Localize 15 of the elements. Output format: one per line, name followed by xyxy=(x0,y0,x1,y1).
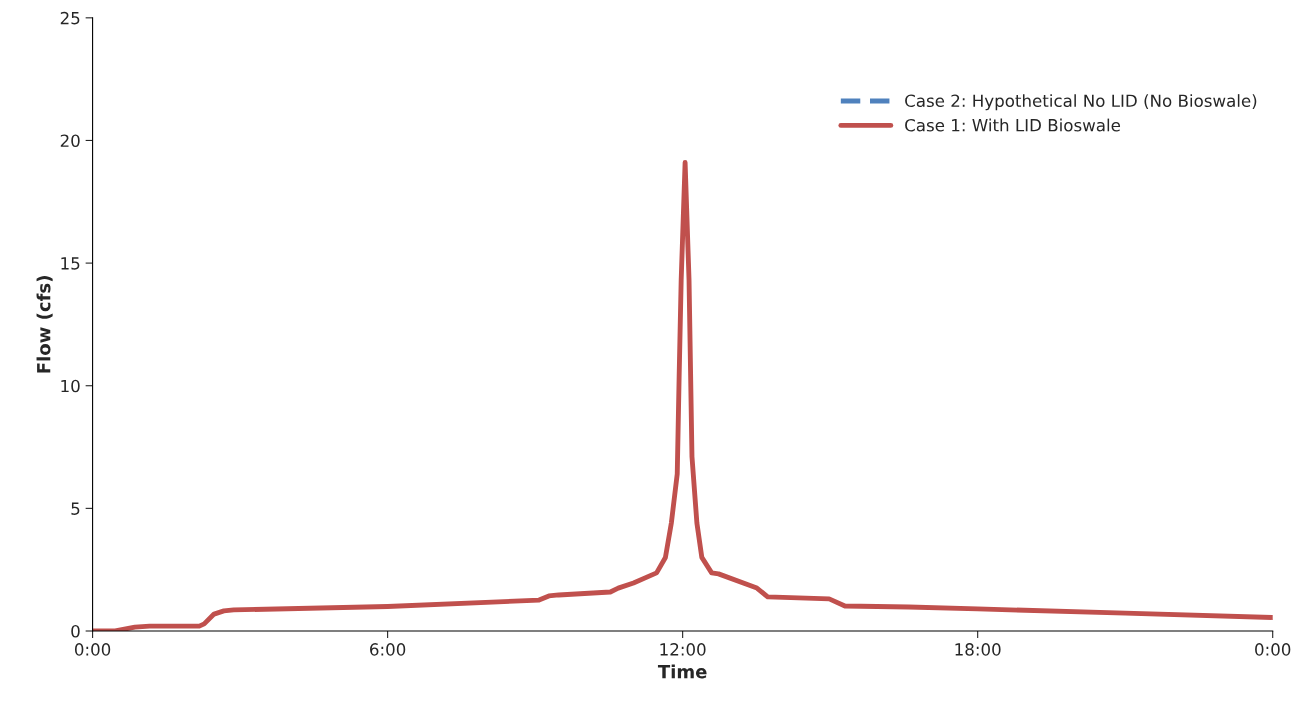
y-tick-label: 15 xyxy=(61,257,80,270)
y-axis-title: Flow (cfs) xyxy=(36,276,53,373)
y-tick-label: 20 xyxy=(60,134,80,148)
x-tick-label: 0:00 xyxy=(74,643,111,656)
y-tick-label: 25 xyxy=(60,11,80,25)
y-tick-label: 0 xyxy=(71,624,80,638)
x-tick-label: 12:00 xyxy=(660,643,706,656)
x-axis-title: Time xyxy=(657,664,707,679)
x-tick-label: 6:00 xyxy=(370,643,406,656)
y-tick-label: 5 xyxy=(71,502,80,515)
legend-label: Case 1: With LID Bioswale xyxy=(905,118,1121,132)
legend-label: Case 2: Hypothetical No LID (No Bioswale) xyxy=(905,94,1257,111)
x-tick-label: 18:00 xyxy=(955,643,1001,656)
y-tick-label: 10 xyxy=(61,379,80,393)
x-tick-label: 0:00 xyxy=(1255,643,1291,656)
